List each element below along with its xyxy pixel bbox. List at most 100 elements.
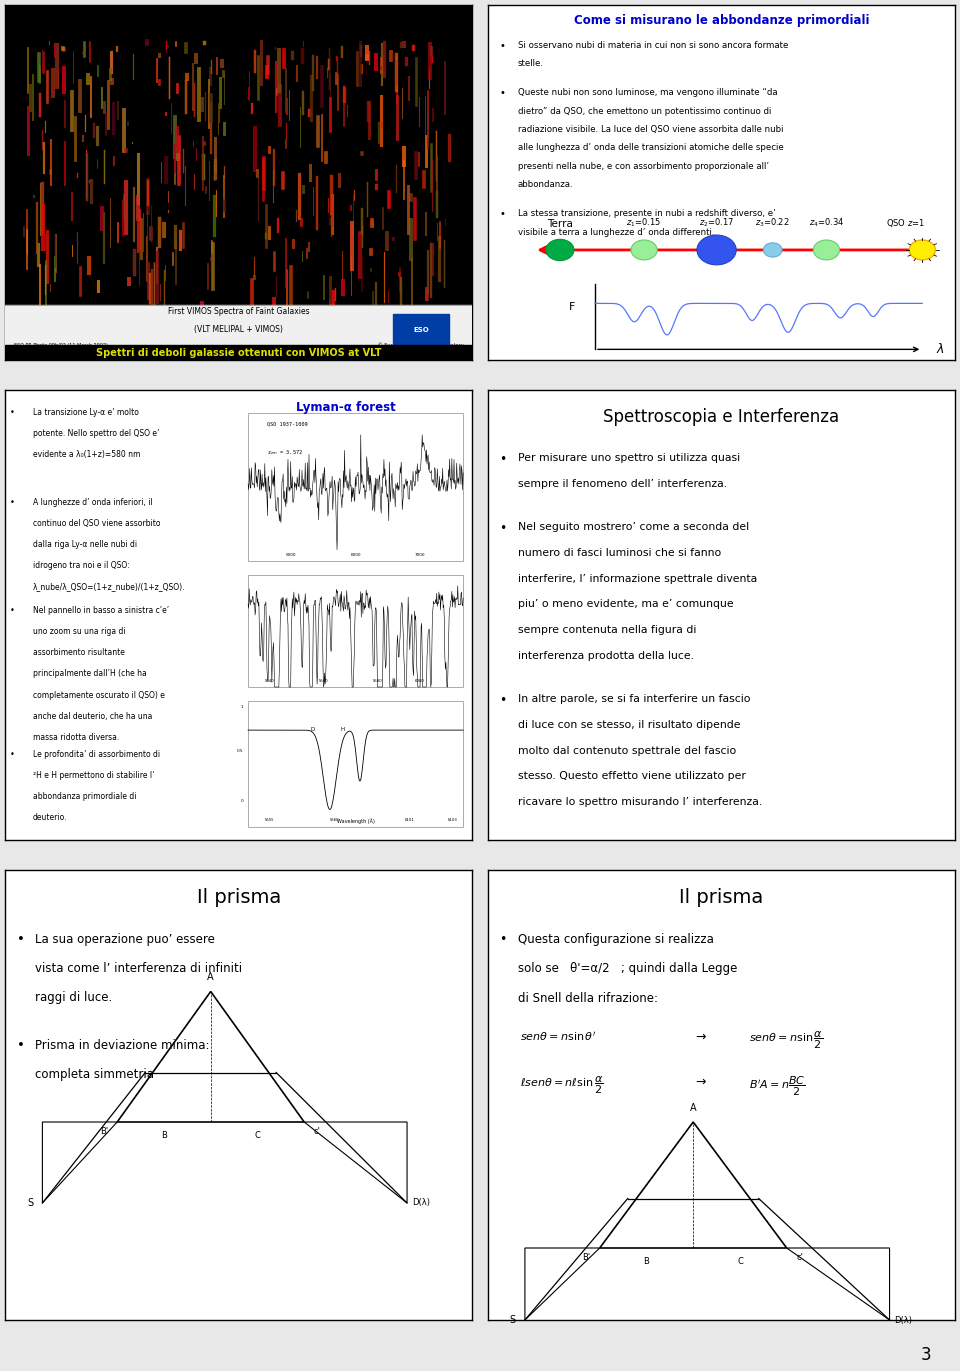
Text: visibile a terra a lunghezze d’ onda differenti.: visibile a terra a lunghezze d’ onda dif… [517,228,714,237]
Text: QSO $z$=1: QSO $z$=1 [886,217,925,229]
Text: A: A [690,1104,697,1113]
Text: uno zoom su una riga di: uno zoom su una riga di [33,627,126,636]
Text: numero di fasci luminosi che si fanno: numero di fasci luminosi che si fanno [517,548,721,558]
Text: 3: 3 [921,1346,931,1364]
Text: $\lambda$: $\lambda$ [936,343,945,356]
Text: •: • [499,210,505,219]
Text: 7000: 7000 [415,553,425,557]
Text: radiazione visibile. La luce del QSO viene assorbita dalle nubi: radiazione visibile. La luce del QSO vie… [517,125,783,134]
Text: dalla riga Ly-α nelle nubi di: dalla riga Ly-α nelle nubi di [33,540,137,550]
Text: •: • [16,934,25,946]
Text: evidente a λ₀(1+z)=580 nm: evidente a λ₀(1+z)=580 nm [33,450,140,459]
Text: Spettroscopia e Interferenza: Spettroscopia e Interferenza [603,409,839,426]
Text: 5560: 5560 [319,680,328,683]
Text: sempre il fenomeno dell’ interferenza.: sempre il fenomeno dell’ interferenza. [517,478,727,488]
Text: •: • [499,522,507,535]
Text: •: • [10,750,14,760]
Text: $sen\theta = n\sin\dfrac{\alpha}{2}$: $sen\theta = n\sin\dfrac{\alpha}{2}$ [750,1030,824,1052]
Text: Il prisma: Il prisma [679,888,763,908]
Text: presenti nella nube, e con assorbimento proporzionale all’: presenti nella nube, e con assorbimento … [517,162,769,171]
Circle shape [546,240,574,260]
Text: abbondanza.: abbondanza. [517,181,573,189]
Text: QSO 1937-1009: QSO 1937-1009 [267,421,307,426]
Bar [248,701,463,827]
Text: $z_2$=0.17: $z_2$=0.17 [699,217,734,229]
Text: D: D [310,727,315,732]
Text: anche dal deuterio, che ha una: anche dal deuterio, che ha una [33,712,153,721]
Text: completamente oscurato il QSO) e: completamente oscurato il QSO) e [33,691,165,699]
Text: La stessa transizione, presente in nubi a redshift diverso, e’: La stessa transizione, presente in nubi … [517,210,776,218]
Text: piu’ o meno evidente, ma e’ comunque: piu’ o meno evidente, ma e’ comunque [517,599,733,609]
Text: First VIMOS Spectra of Faint Galaxies: First VIMOS Spectra of Faint Galaxies [168,307,309,317]
Text: $\rightarrow$: $\rightarrow$ [693,1030,708,1043]
Bar [248,574,463,687]
Text: continuo del QSO viene assorbito: continuo del QSO viene assorbito [33,520,160,528]
Text: •: • [10,498,14,507]
Text: c': c' [796,1253,803,1261]
Text: 0: 0 [241,799,244,803]
Text: A: A [207,972,214,983]
Text: 5555: 5555 [265,818,275,823]
Text: S: S [27,1198,33,1208]
Text: $B'A = n\dfrac{BC}{2}$: $B'A = n\dfrac{BC}{2}$ [750,1075,805,1098]
Text: B': B' [100,1127,108,1135]
Text: D(λ): D(λ) [894,1316,912,1324]
Bar [393,314,449,345]
Circle shape [813,240,840,260]
Text: B: B [643,1257,649,1265]
Bar [5,345,472,361]
Text: S: S [510,1315,516,1324]
Text: B': B' [582,1253,590,1261]
Text: Terra: Terra [547,218,573,229]
Text: ricavare lo spettro misurando l’ interferenza.: ricavare lo spettro misurando l’ interfe… [517,797,762,806]
Text: solo se   θ'=α/2   ; quindi dalla Legge: solo se θ'=α/2 ; quindi dalla Legge [517,962,737,975]
Text: 5540: 5540 [265,680,275,683]
Text: alle lunghezza d’ onda delle transizioni atomiche delle specie: alle lunghezza d’ onda delle transizioni… [517,144,783,152]
Text: 6101: 6101 [404,818,415,823]
Text: interferire, l’ informazione spettrale diventa: interferire, l’ informazione spettrale d… [517,573,757,584]
Text: stesso. Questo effetto viene utilizzato per: stesso. Questo effetto viene utilizzato … [517,771,746,781]
Text: stelle.: stelle. [517,59,544,69]
Text: La sua operazione puo’ essere: La sua operazione puo’ essere [36,934,215,946]
Text: 6103: 6103 [447,818,457,823]
Text: Nel seguito mostrero’ come a seconda del: Nel seguito mostrero’ come a seconda del [517,522,749,532]
Text: di Snell della rifrazione:: di Snell della rifrazione: [517,991,658,1005]
Circle shape [631,240,658,260]
Text: raggi di luce.: raggi di luce. [36,991,112,1005]
Text: idrogeno tra noi e il QSO:: idrogeno tra noi e il QSO: [33,562,130,570]
Text: 0.5: 0.5 [237,749,244,753]
Text: In altre parole, se si fa interferire un fascio: In altre parole, se si fa interferire un… [517,694,751,705]
Text: sempre contenuta nella figura di: sempre contenuta nella figura di [517,625,696,635]
Text: di luce con se stesso, il risultato dipende: di luce con se stesso, il risultato dipe… [517,720,740,729]
Text: 6000: 6000 [350,553,361,557]
Text: 6080: 6080 [416,680,425,683]
Text: interferenza prodotta della luce.: interferenza prodotta della luce. [517,651,694,661]
Text: ²H e H permettono di stabilire l’: ²H e H permettono di stabilire l’ [33,771,155,780]
Text: Il prisma: Il prisma [197,888,281,908]
Text: •: • [499,41,505,51]
Text: La transizione Ly-α e’ molto: La transizione Ly-α e’ molto [33,409,139,417]
Text: dietro” da QSO, che emettono un potentissimo continuo di: dietro” da QSO, che emettono un potentis… [517,107,771,115]
Text: Come si misurano le abbondanze primordiali: Come si misurano le abbondanze primordia… [573,14,869,27]
Text: C: C [737,1257,743,1265]
Text: •: • [10,409,14,417]
Text: Per misurare uno spettro si utilizza quasi: Per misurare uno spettro si utilizza qua… [517,452,740,463]
Circle shape [697,234,736,265]
Text: $z_1$=0.15: $z_1$=0.15 [627,217,661,229]
Text: Queste nubi non sono luminose, ma vengono illuminate “da: Queste nubi non sono luminose, ma vengon… [517,88,778,97]
Text: $z_4$=0.34: $z_4$=0.34 [808,217,844,229]
Text: •: • [16,1039,25,1052]
Text: •: • [499,934,507,946]
Text: •: • [499,694,507,707]
Text: principalmente dall’H (che ha: principalmente dall’H (che ha [33,669,147,679]
Text: B: B [161,1131,167,1141]
Text: ESO: ESO [413,326,429,333]
Bar [5,304,472,361]
Text: Si osservano nubi di materia in cui non si sono ancora formate: Si osservano nubi di materia in cui non … [517,41,788,49]
Text: •: • [499,452,507,466]
Text: c': c' [314,1127,321,1135]
Text: potente. Nello spettro del QSO e’: potente. Nello spettro del QSO e’ [33,429,159,439]
Text: ESO PR Photo 09b/02 (11 March 2002): ESO PR Photo 09b/02 (11 March 2002) [14,343,108,348]
Text: $\ell sen\theta = n\ell\sin\dfrac{\alpha}{2}$: $\ell sen\theta = n\ell\sin\dfrac{\alpha… [520,1075,604,1097]
Text: Spettri di deboli galassie ottenuti con VIMOS at VLT: Spettri di deboli galassie ottenuti con … [96,347,381,358]
